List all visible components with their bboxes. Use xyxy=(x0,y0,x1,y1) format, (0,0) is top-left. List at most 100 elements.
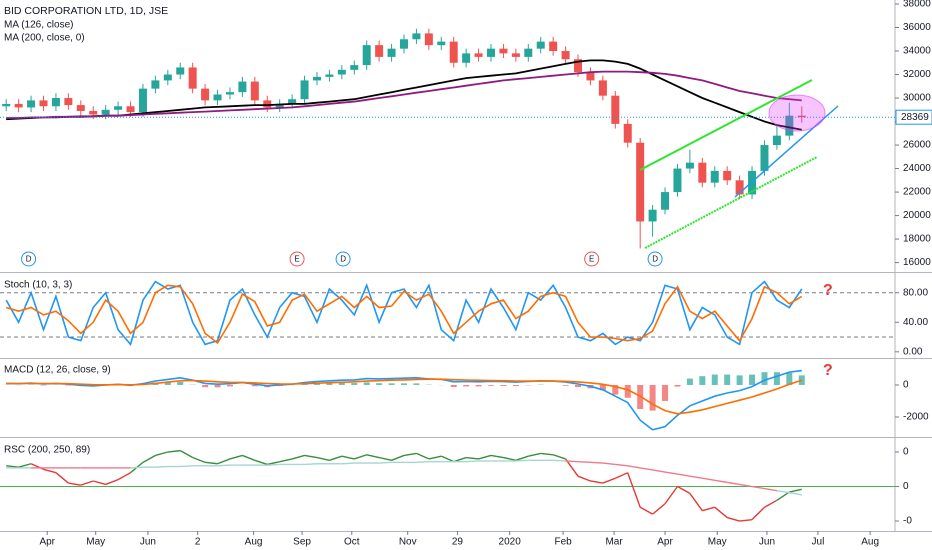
candle-body xyxy=(288,99,297,104)
indicator-segment xyxy=(341,455,355,460)
indicator-segment xyxy=(702,477,715,481)
candle-body xyxy=(511,53,520,57)
y-tick-label: 24000 xyxy=(903,163,931,174)
indicator-segment xyxy=(677,485,691,495)
candle-body xyxy=(375,45,384,57)
indicator-segment xyxy=(764,487,778,492)
indicator-segment xyxy=(478,454,492,460)
candle-body xyxy=(275,103,284,108)
y-tick-label: 18000 xyxy=(903,234,931,245)
candle-body xyxy=(536,41,545,49)
indicator-segment xyxy=(552,454,566,460)
histogram-bar xyxy=(649,384,656,411)
candle-body xyxy=(611,95,620,124)
indicator-line xyxy=(5,284,803,345)
event-label: E xyxy=(589,255,594,264)
indicator-segment xyxy=(242,454,256,461)
indicator-segment xyxy=(615,472,629,479)
moving-average xyxy=(6,70,802,119)
candle-body xyxy=(524,48,533,57)
x-tick-label: Jul xyxy=(812,537,825,548)
highlight-ellipse xyxy=(768,94,826,132)
indicator-segment xyxy=(739,483,753,488)
y-tick-label: 0 xyxy=(903,447,909,458)
histogram-bar xyxy=(512,384,519,387)
indicator-segment xyxy=(378,456,392,461)
indicator-segment xyxy=(714,506,728,519)
indicator-segment xyxy=(627,465,641,469)
x-tick-label: Sep xyxy=(293,537,311,548)
indicator-segment xyxy=(416,460,429,464)
candle-body xyxy=(387,48,396,57)
x-tick-label: Apr xyxy=(39,537,55,548)
indicator-segment xyxy=(528,452,541,457)
candle-body xyxy=(623,123,632,143)
candle-body xyxy=(126,106,135,113)
indicator-segment xyxy=(291,454,305,460)
legend-entry: MA (126, close) xyxy=(4,20,73,31)
indicator-segment xyxy=(167,449,181,453)
candle-body xyxy=(362,45,371,66)
x-tick-label: Jun xyxy=(759,537,775,548)
candle-body xyxy=(51,98,60,107)
histogram-bar xyxy=(761,372,768,385)
indicator-segment xyxy=(416,452,430,460)
indicator-segment xyxy=(727,516,740,522)
indicator-segment xyxy=(316,456,330,461)
pane-title: Stoch (10, 3, 3) xyxy=(4,280,72,291)
indicator-segment xyxy=(379,461,392,464)
indicator-segment xyxy=(55,472,69,484)
indicator-segment xyxy=(441,455,454,463)
last-price-box xyxy=(895,109,932,125)
indicator-segment xyxy=(43,468,57,474)
y-tick-label: 26000 xyxy=(903,140,931,151)
indicator-segment xyxy=(466,460,479,463)
indicator-segment xyxy=(590,461,603,464)
indicator-segment xyxy=(776,489,790,494)
indicator-segment xyxy=(366,454,380,459)
histogram-bar xyxy=(612,384,619,395)
indicator-segment xyxy=(205,461,218,465)
indicator-segment xyxy=(565,460,579,463)
indicator-segment xyxy=(751,506,765,521)
candle-body xyxy=(151,80,160,89)
indicator-segment xyxy=(155,465,168,468)
candle-body xyxy=(772,135,781,146)
indicator-segment xyxy=(727,481,740,486)
indicator-segment xyxy=(590,480,603,484)
indicator-segment xyxy=(329,455,343,461)
indicator-segment xyxy=(267,460,280,466)
candle-body xyxy=(138,88,147,113)
indicator-segment xyxy=(142,454,156,463)
x-tick-label: Feb xyxy=(554,537,572,548)
histogram-bar xyxy=(736,375,743,385)
indicator-segment xyxy=(540,452,554,456)
candle-body xyxy=(188,67,197,89)
candle-body xyxy=(549,41,558,52)
indicator-segment xyxy=(789,488,802,493)
histogram-bar xyxy=(599,384,606,391)
indicator-segment xyxy=(217,464,231,467)
x-tick-label: Aug xyxy=(861,537,879,548)
indicator-segment xyxy=(267,463,280,466)
histogram-bar xyxy=(724,374,731,385)
indicator-segment xyxy=(105,478,119,486)
indicator-segment xyxy=(714,479,728,484)
pane-title: RSC (200, 250, 89) xyxy=(4,445,90,456)
y-tick-label: 0.00 xyxy=(903,346,923,357)
indicator-segment xyxy=(689,493,703,512)
histogram-bar xyxy=(214,384,221,388)
indicator-segment xyxy=(577,475,591,482)
candle-body xyxy=(225,92,234,95)
candle-body xyxy=(673,168,682,193)
candle-body xyxy=(661,192,670,210)
indicator-segment xyxy=(179,450,194,459)
indicator-segment xyxy=(130,466,143,469)
legend-entry: MA (200, close, 0) xyxy=(4,33,85,44)
indicator-line xyxy=(6,378,803,415)
candle-body xyxy=(201,88,210,101)
indicator-segment xyxy=(80,480,94,486)
pane-title: BID CORPORATION LTD, 1D, JSE xyxy=(4,5,168,17)
histogram-bar xyxy=(313,383,320,385)
histogram-bar xyxy=(463,384,470,387)
